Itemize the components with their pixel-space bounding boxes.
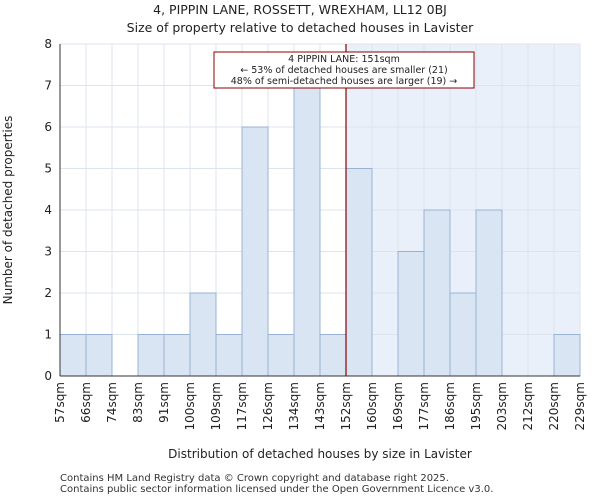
- x-tick-label: 74sqm: [105, 382, 119, 423]
- bar-109sqm: [215, 334, 243, 377]
- x-tick-label: 134sqm: [287, 382, 301, 430]
- y-tick-label: 1: [44, 328, 52, 342]
- bar-134sqm: [293, 85, 321, 377]
- y-tick-label: 8: [44, 37, 52, 51]
- bar-100sqm: [189, 292, 217, 377]
- x-tick-label: 152sqm: [339, 382, 353, 430]
- bar-126sqm: [267, 334, 295, 377]
- bar-186sqm: [449, 292, 477, 377]
- x-tick-label: 91sqm: [157, 382, 171, 423]
- x-tick-label: 83sqm: [131, 382, 145, 423]
- footer-line-2: Contains public sector information licen…: [60, 484, 494, 495]
- chart-title: 4, PIPPIN LANE, ROSSETT, WREXHAM, LL12 0…: [153, 2, 447, 17]
- bar-177sqm: [423, 209, 451, 377]
- y-tick-label: 0: [44, 369, 52, 383]
- y-tick-label: 7: [44, 79, 52, 93]
- bar-57sqm: [59, 334, 87, 377]
- x-tick-label: 169sqm: [391, 382, 405, 430]
- y-axis-title: Number of detached properties: [1, 116, 15, 305]
- x-tick-label: 66sqm: [79, 382, 93, 423]
- x-tick-label: 203sqm: [495, 382, 509, 430]
- x-tick-label: 100sqm: [183, 382, 197, 430]
- bar-220sqm: [553, 334, 581, 377]
- y-tick-label: 5: [44, 162, 52, 176]
- bar-66sqm: [85, 334, 113, 377]
- y-tick-label: 3: [44, 245, 52, 259]
- annotation-line-3: 48% of semi-detached houses are larger (…: [231, 76, 458, 87]
- x-tick-label: 109sqm: [209, 382, 223, 430]
- footer-line-1: Contains HM Land Registry data © Crown c…: [60, 473, 449, 484]
- x-tick-label: 177sqm: [417, 382, 431, 430]
- x-tick-label: 126sqm: [261, 382, 275, 430]
- y-tick-label: 6: [44, 120, 52, 134]
- chart-subtitle: Size of property relative to detached ho…: [126, 20, 474, 35]
- y-tick-label: 4: [44, 203, 52, 217]
- x-tick-label: 229sqm: [573, 382, 587, 430]
- x-tick-label: 57sqm: [53, 382, 67, 423]
- x-tick-label: 195sqm: [469, 382, 483, 430]
- x-tick-label: 143sqm: [313, 382, 327, 430]
- bar-91sqm: [163, 334, 191, 377]
- bar-169sqm: [397, 251, 425, 377]
- x-tick-label: 220sqm: [547, 382, 561, 430]
- bar-143sqm: [319, 334, 347, 377]
- annotation-line-2: ← 53% of detached houses are smaller (21…: [240, 65, 447, 76]
- bar-117sqm: [241, 126, 269, 377]
- x-tick-label: 212sqm: [521, 382, 535, 430]
- x-tick-label: 160sqm: [365, 382, 379, 430]
- annotation-box: [213, 51, 475, 89]
- y-tick-label: 2: [44, 286, 52, 300]
- annotation-line-1: 4 PIPPIN LANE: 151sqm: [288, 54, 400, 65]
- x-tick-label: 186sqm: [443, 382, 457, 430]
- bar-83sqm: [137, 334, 165, 377]
- bar-195sqm: [475, 209, 503, 377]
- x-axis-title: Distribution of detached houses by size …: [168, 447, 472, 461]
- x-tick-label: 117sqm: [235, 382, 249, 430]
- bar-152sqm: [345, 168, 373, 377]
